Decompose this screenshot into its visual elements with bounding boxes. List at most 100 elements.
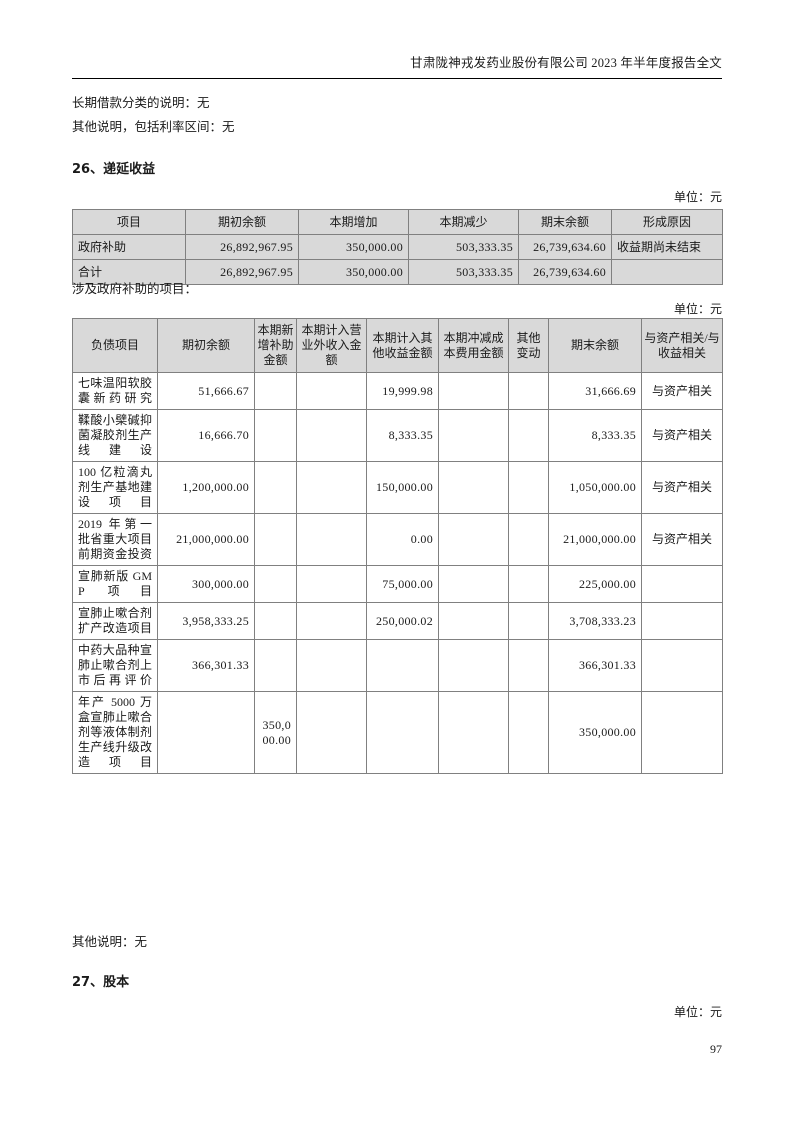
cell-relation <box>641 602 723 640</box>
table-row: 鞣酸小檗碱抑菌凝胶剂生产线建设 16,666.70 8,333.35 8,333… <box>72 409 723 462</box>
col-header-asset-or-income-related: 与资产相关/与收益相关 <box>641 318 723 373</box>
cell-opening-balance: 3,958,333.25 <box>157 602 255 640</box>
note-other-including-rate-range: 其他说明，包括利率区间：无 <box>72 120 235 134</box>
col-header-closing-balance: 期末余额 <box>518 209 612 235</box>
cell-other-income: 250,000.02 <box>366 602 439 640</box>
cell-other-change <box>508 513 549 566</box>
col-header-other-changes: 其他变动 <box>508 318 549 373</box>
cell-non-operating-income <box>296 409 367 462</box>
cell-liability-item: 中药大品种宣肺止嗽合剂上市后再评价 <box>72 639 158 692</box>
cell-other-change <box>508 461 549 514</box>
cell-other-change <box>508 372 549 410</box>
cell-liability-item: 100 亿粒滴丸剂生产基地建设项目 <box>72 461 158 514</box>
cell-new-grant: 350,000.00 <box>254 691 297 774</box>
cell-new-grant <box>254 602 297 640</box>
cell-relation <box>641 691 723 774</box>
cell-new-grant <box>254 409 297 462</box>
cell-closing-balance: 1,050,000.00 <box>548 461 642 514</box>
cell-other-income <box>366 691 439 774</box>
cell-non-operating-income <box>296 513 367 566</box>
cell-liability-item: 鞣酸小檗碱抑菌凝胶剂生产线建设 <box>72 409 158 462</box>
cell-other-income <box>366 639 439 692</box>
cell-closing-balance: 26,739,634.60 <box>518 259 612 285</box>
cell-item: 合计 <box>72 259 186 285</box>
cell-new-grant <box>254 461 297 514</box>
page-number: 97 <box>710 1042 722 1056</box>
cell-cost-offset <box>438 639 509 692</box>
col-header-decrease: 本期减少 <box>408 209 519 235</box>
col-header-increase: 本期增加 <box>298 209 409 235</box>
other-note-deferred-income: 其他说明：无 <box>72 935 148 949</box>
table-row: 中药大品种宣肺止嗽合剂上市后再评价 366,301.33 366,301.33 <box>72 639 723 692</box>
table-row: 100 亿粒滴丸剂生产基地建设项目 1,200,000.00 150,000.0… <box>72 461 723 514</box>
table-row: 宣肺止嗽合剂扩产改造项目 3,958,333.25 250,000.02 3,7… <box>72 602 723 640</box>
cell-non-operating-income <box>296 639 367 692</box>
cell-relation <box>641 639 723 692</box>
cell-cost-offset <box>438 513 509 566</box>
cell-opening-balance: 26,892,967.95 <box>185 234 299 260</box>
unit-label-share-capital: 单位：元 <box>673 1005 722 1019</box>
cell-other-income: 19,999.98 <box>366 372 439 410</box>
cell-reason: 收益期尚未结束 <box>611 234 723 260</box>
cell-opening-balance: 51,666.67 <box>157 372 255 410</box>
cell-non-operating-income <box>296 372 367 410</box>
header-divider <box>72 78 722 79</box>
col-header-liability-item: 负债项目 <box>72 318 158 373</box>
unit-label-gov-grant-projects: 单位：元 <box>673 302 722 316</box>
cell-closing-balance: 26,739,634.60 <box>518 234 612 260</box>
col-header-opening-balance: 期初余额 <box>157 318 255 373</box>
cell-other-income: 0.00 <box>366 513 439 566</box>
col-header-opening-balance: 期初余额 <box>185 209 299 235</box>
cell-cost-offset <box>438 461 509 514</box>
table-row: 政府补助 26,892,967.95 350,000.00 503,333.35… <box>72 234 723 260</box>
cell-liability-item: 七味温阳软胶囊新药研究 <box>72 372 158 410</box>
cell-closing-balance: 350,000.00 <box>548 691 642 774</box>
cell-closing-balance: 21,000,000.00 <box>548 513 642 566</box>
table-row: 七味温阳软胶囊新药研究 51,666.67 19,999.98 31,666.6… <box>72 372 723 410</box>
cell-opening-balance: 366,301.33 <box>157 639 255 692</box>
cell-new-grant <box>254 372 297 410</box>
cell-opening-balance: 21,000,000.00 <box>157 513 255 566</box>
gov-grant-projects-table: 负债项目 期初余额 本期新增补助金额 本期计入营业外收入金额 本期计入其他收益金… <box>72 318 723 774</box>
cell-other-income: 8,333.35 <box>366 409 439 462</box>
cell-non-operating-income <box>296 461 367 514</box>
col-header-other-income-amount: 本期计入其他收益金额 <box>366 318 439 373</box>
col-header-reason: 形成原因 <box>611 209 723 235</box>
table-row: 宣肺新版 GMP 项目 300,000.00 75,000.00 225,000… <box>72 565 723 603</box>
cell-non-operating-income <box>296 691 367 774</box>
cell-closing-balance: 366,301.33 <box>548 639 642 692</box>
cell-cost-offset <box>438 409 509 462</box>
cell-other-change <box>508 565 549 603</box>
unit-label-deferred-income: 单位：元 <box>673 190 722 204</box>
cell-other-income: 75,000.00 <box>366 565 439 603</box>
cell-opening-balance: 1,200,000.00 <box>157 461 255 514</box>
cell-liability-item: 宣肺止嗽合剂扩产改造项目 <box>72 602 158 640</box>
cell-other-change <box>508 639 549 692</box>
cell-closing-balance: 225,000.00 <box>548 565 642 603</box>
cell-other-change <box>508 691 549 774</box>
deferred-income-table: 项目 期初余额 本期增加 本期减少 期末余额 形成原因 政府补助 26,892,… <box>72 209 723 285</box>
table-row: 2019 年第一批省重大项目前期资金投资 21,000,000.00 0.00 … <box>72 513 723 566</box>
cell-opening-balance: 16,666.70 <box>157 409 255 462</box>
cell-closing-balance: 31,666.69 <box>548 372 642 410</box>
cell-relation <box>641 565 723 603</box>
table-row: 年产 5000 万盒宣肺止嗽合剂等液体制剂生产线升级改造项目 350,000.0… <box>72 691 723 774</box>
cell-closing-balance: 3,708,333.23 <box>548 602 642 640</box>
cell-cost-offset <box>438 372 509 410</box>
table-header-row: 负债项目 期初余额 本期新增补助金额 本期计入营业外收入金额 本期计入其他收益金… <box>72 318 723 373</box>
cell-other-change <box>508 409 549 462</box>
col-header-closing-balance: 期末余额 <box>548 318 642 373</box>
cell-non-operating-income <box>296 565 367 603</box>
cell-liability-item: 宣肺新版 GMP 项目 <box>72 565 158 603</box>
cell-relation: 与资产相关 <box>641 409 723 462</box>
cell-item: 政府补助 <box>72 234 186 260</box>
cell-opening-balance: 300,000.00 <box>157 565 255 603</box>
cell-relation: 与资产相关 <box>641 513 723 566</box>
col-header-non-operating-income-amount: 本期计入营业外收入金额 <box>296 318 367 373</box>
note-long-term-loan-classification: 长期借款分类的说明：无 <box>72 96 210 110</box>
page-header-title: 甘肃陇神戎发药业股份有限公司 2023 年半年度报告全文 <box>410 56 722 70</box>
cell-other-income: 150,000.00 <box>366 461 439 514</box>
cell-new-grant <box>254 639 297 692</box>
cell-closing-balance: 8,333.35 <box>548 409 642 462</box>
